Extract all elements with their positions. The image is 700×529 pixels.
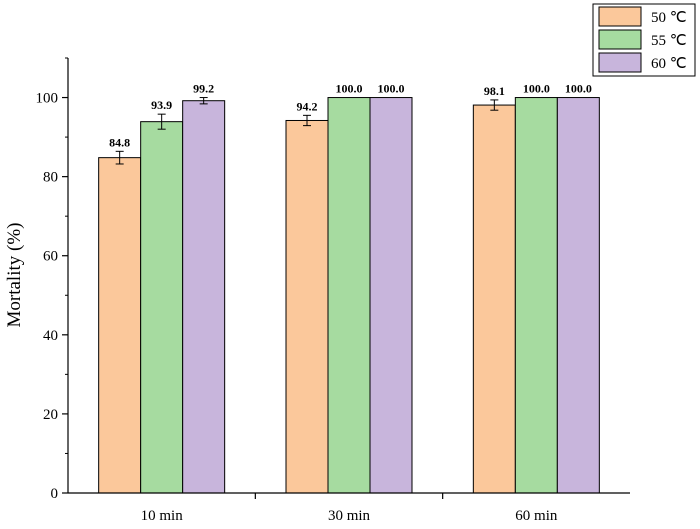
legend-label: 55 ℃	[651, 33, 687, 49]
bars-layer	[98, 97, 600, 494]
bar	[285, 119, 329, 494]
y-tick-label: 100	[36, 91, 59, 107]
bar	[556, 97, 600, 494]
x-tick-label: 30 min	[328, 508, 371, 524]
error-bars-layer	[115, 97, 499, 165]
y-axis-title: Mortality (%)	[4, 222, 25, 327]
y-tick-label: 40	[43, 328, 58, 344]
bar	[472, 104, 516, 494]
data-label: 100.0	[565, 82, 592, 96]
x-tick-label: 10 min	[141, 508, 184, 524]
data-label: 98.1	[484, 84, 505, 98]
data-labels-layer: 84.8 93.9 99.2 94.2 100.0 100.0 98.1 100.0 100.0	[109, 82, 592, 150]
data-label: 100.0	[378, 82, 405, 96]
y-tick-label: 60	[43, 249, 58, 265]
data-label: 84.8	[109, 135, 130, 149]
legend-label: 60 ℃	[651, 56, 687, 72]
data-label: 99.2	[193, 82, 214, 96]
y-tick-label: 20	[43, 407, 58, 423]
bar	[514, 97, 558, 494]
data-label: 93.9	[151, 98, 172, 112]
bar	[327, 97, 371, 494]
axes-layer	[67, 58, 630, 494]
y-ticks: 0 20 40 60 80 100	[36, 57, 68, 502]
data-label: 94.2	[297, 99, 318, 113]
bar	[98, 157, 142, 494]
y-tick-label: 80	[43, 170, 58, 186]
bar	[140, 121, 184, 494]
y-tick-label: 0	[51, 486, 59, 502]
legend-swatch	[598, 6, 642, 27]
data-label: 100.0	[336, 82, 363, 96]
legend-swatch	[598, 29, 642, 50]
legend-swatch	[598, 52, 642, 73]
x-tick-label: 60 min	[515, 508, 558, 524]
legend: 50 ℃ 55 ℃ 60 ℃	[592, 3, 696, 77]
data-label: 100.0	[523, 82, 550, 96]
x-ticks: 10 min 30 min 60 min	[141, 493, 558, 524]
bar	[182, 100, 226, 494]
legend-label: 50 ℃	[651, 10, 687, 26]
bar	[369, 97, 413, 494]
